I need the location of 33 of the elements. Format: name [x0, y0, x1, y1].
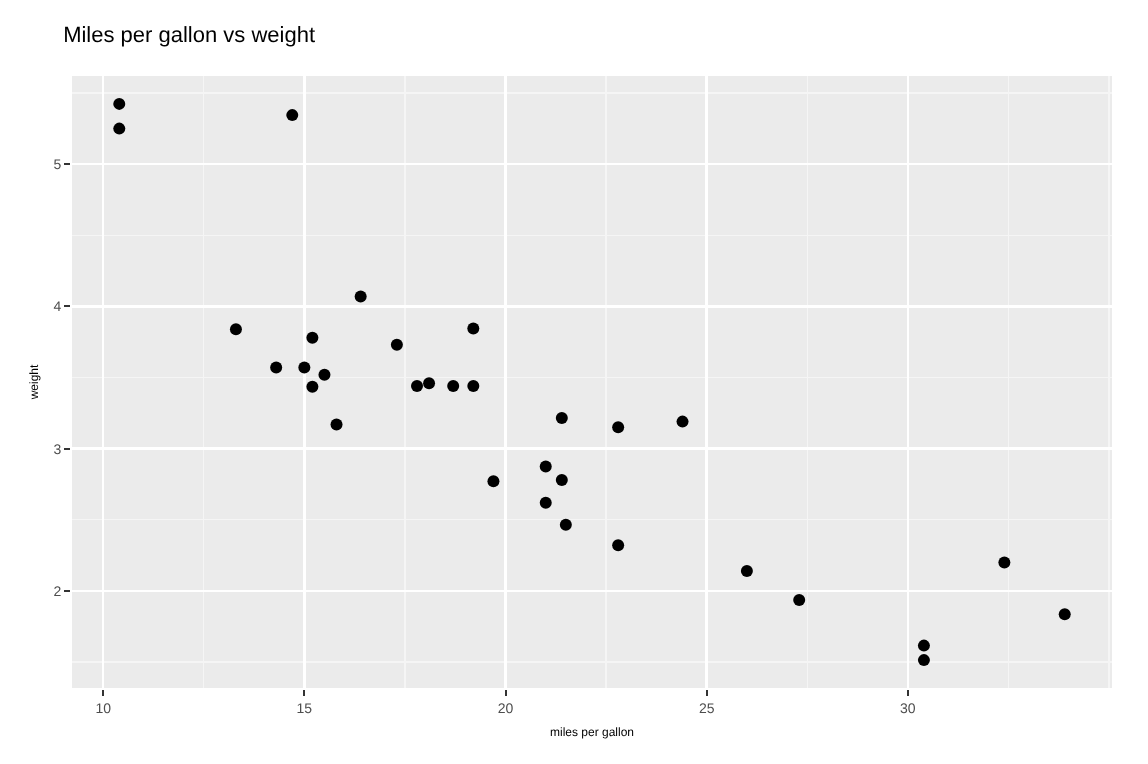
point [298, 361, 311, 374]
point [612, 421, 625, 434]
point [354, 290, 367, 303]
point [555, 473, 568, 486]
point [793, 594, 806, 607]
point [917, 654, 930, 667]
point [487, 475, 500, 488]
point [447, 380, 460, 393]
point [390, 338, 403, 351]
point [539, 496, 552, 509]
point [330, 418, 343, 431]
point [539, 460, 552, 473]
point [113, 97, 126, 110]
point [559, 518, 572, 531]
chart-title: Miles per gallon vs weight [63, 24, 316, 49]
point [555, 412, 568, 425]
point [318, 368, 331, 381]
point [306, 380, 319, 393]
point [113, 122, 126, 135]
point [423, 377, 436, 390]
point [612, 539, 625, 552]
point [286, 109, 299, 122]
point [676, 415, 689, 428]
point [467, 322, 480, 335]
point [411, 380, 423, 393]
point [467, 380, 480, 393]
point [1058, 608, 1071, 621]
point [229, 323, 242, 336]
point [270, 361, 283, 374]
point [740, 564, 753, 577]
point [917, 639, 930, 652]
point [998, 556, 1011, 569]
point [306, 331, 319, 344]
